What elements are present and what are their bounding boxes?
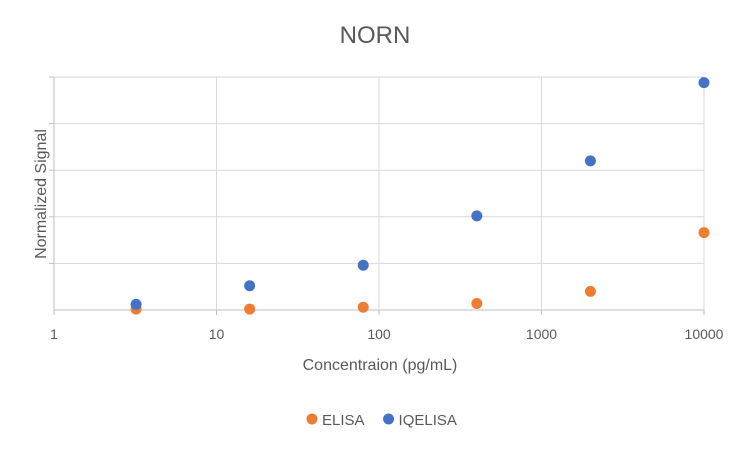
legend-item-elisa: ELISA: [306, 412, 365, 429]
iqelisa-point: [471, 210, 483, 222]
x-tick-label: 1000: [526, 326, 557, 342]
legend-label: IQELISA: [399, 412, 457, 429]
elisa-point: [471, 297, 483, 309]
y-axis-label: Normalized Signal: [33, 129, 50, 259]
legend-item-iqelisa: IQELISA: [383, 412, 457, 429]
elisa-point: [357, 301, 369, 313]
legend-label: ELISA: [322, 412, 365, 429]
x-tick-label: 10: [209, 326, 225, 342]
legend-marker: [306, 413, 318, 425]
plot-area: [130, 77, 710, 315]
x-tick-label: 100: [367, 326, 391, 342]
x-axis-label: Concentraion (pg/mL): [303, 357, 458, 374]
elisa-point: [244, 303, 256, 315]
elisa-point: [698, 227, 710, 239]
axes: [49, 76, 705, 315]
series-elisa: [130, 227, 710, 315]
chart-title: NORN: [340, 22, 411, 49]
iqelisa-point: [357, 259, 369, 271]
series-iqelisa: [130, 77, 710, 310]
iqelisa-point: [130, 298, 142, 310]
x-tick-label: 10000: [685, 326, 724, 342]
grid: [53, 76, 705, 310]
iqelisa-point: [584, 155, 596, 167]
x-tick-labels: 1 10 100 1000 10000: [50, 326, 724, 342]
legend: ELISA IQELISA: [306, 412, 457, 429]
legend-marker: [383, 413, 395, 425]
iqelisa-point: [244, 280, 256, 292]
iqelisa-point: [698, 77, 710, 89]
elisa-point: [584, 285, 596, 297]
x-tick-label: 1: [50, 326, 58, 342]
